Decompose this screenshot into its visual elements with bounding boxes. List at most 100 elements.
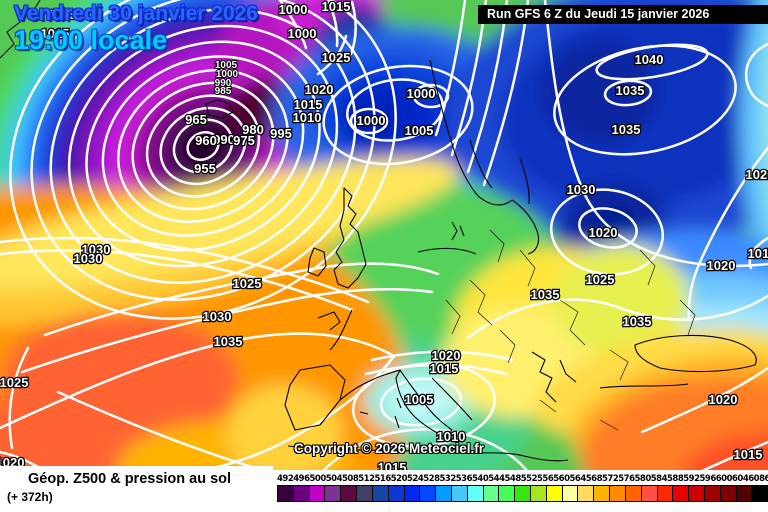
scale-tick-label: 520: [390, 474, 408, 484]
pressure-label: 990: [213, 132, 235, 147]
scale-tick-label: 492: [277, 474, 294, 484]
pressure-label: 1005: [405, 123, 434, 138]
copyright-label: Copyright © 2026 Meteociel.fr: [294, 441, 484, 456]
scale-cell: [483, 486, 500, 501]
pressure-label: 960: [195, 133, 217, 148]
scale-tick-label: 552: [520, 474, 538, 484]
scale-cell: [625, 486, 642, 501]
pressure-label: 1015: [41, 26, 70, 41]
scale-cell: [531, 486, 547, 501]
scale-tick-label: 584: [650, 474, 668, 484]
scale-tick-label: 508: [342, 474, 359, 484]
scale-cell: [578, 486, 595, 501]
pressure-label: 1020: [305, 82, 334, 97]
scale-tick-label: 608: [748, 474, 765, 484]
scale-tick-label: 500: [309, 474, 327, 484]
scale-cell: [451, 486, 468, 501]
pressure-label: 1015: [378, 460, 407, 470]
pressure-label: 1005: [48, 7, 77, 22]
pressure-label: 1040: [635, 52, 664, 67]
scale-tick-label: 560: [553, 474, 570, 484]
pressure-label: 1000: [288, 26, 317, 41]
scale-cell: [499, 486, 516, 501]
scale-cell: [689, 486, 705, 501]
scale-tick-label: 544: [488, 474, 505, 484]
pressure-label: 1030: [74, 251, 103, 266]
pressure-label: 990: [215, 78, 232, 89]
pressure-label: 1030: [567, 182, 596, 197]
pressure-label: 1015: [430, 361, 459, 376]
scale-cell: [562, 486, 579, 501]
scale-tick-label: 496: [293, 474, 310, 484]
scale-cell: [404, 486, 421, 501]
scale-cell: [720, 486, 737, 501]
scale-tick-label: 592: [683, 474, 700, 484]
scale-cell: [657, 486, 674, 501]
color-scale: 492 496 500 504 508 512 516 520 524 528 532 536 540 5…: [277, 474, 768, 502]
scale-tick-label: 528: [423, 474, 440, 484]
scale-cell: [467, 486, 484, 501]
pressure-label: 980: [242, 122, 264, 137]
valid-date-overlay: Vendredi 30 janvier 2026 19:00 locale: [14, 2, 258, 54]
scale-tick-label: 600: [715, 474, 733, 484]
scale-tick-label: 572: [602, 474, 619, 484]
scale-cell: [641, 486, 658, 501]
scale-cell: [704, 486, 721, 501]
pressure-label: 1035: [612, 122, 641, 137]
pressure-label: 1035: [531, 287, 560, 302]
scale-cell: [341, 486, 358, 501]
scale-tick-label: 536: [455, 474, 473, 484]
pressure-label: 1015: [734, 447, 763, 462]
scale-cell: [420, 486, 437, 501]
pressure-label: 1020: [589, 225, 618, 240]
pressure-label: 1020: [707, 258, 736, 273]
pressure-label: 1025: [233, 276, 262, 291]
pressure-label: 1035: [616, 83, 645, 98]
pressure-label: 1000: [216, 69, 239, 80]
pressure-label: 955: [194, 161, 216, 176]
scale-tick-label: 568: [585, 474, 603, 484]
pressure-label: 1000: [407, 86, 436, 101]
country-borders: [445, 229, 696, 431]
pressure-label: 1020: [746, 167, 768, 182]
pressure-label: 1010: [437, 429, 466, 444]
scale-cell: [752, 486, 768, 501]
valid-date-label: Vendredi 30 janvier 2026: [14, 2, 258, 25]
pressure-label: 1030: [203, 309, 232, 324]
pressure-label: 1005: [215, 60, 238, 71]
scale-tick-label: 588: [667, 474, 684, 484]
scale-cell: [736, 486, 753, 501]
pressure-label: 1025: [322, 50, 351, 65]
pressure-label: 1015: [748, 246, 768, 261]
scale-cell: [278, 486, 294, 501]
scale-cell: [372, 486, 389, 501]
scale-cell: [388, 486, 405, 501]
map-area: 1005 1015 1000 1015 1005 1000 990 985 1000 1025 10…: [0, 0, 768, 470]
pressure-label: 1020: [709, 392, 738, 407]
pressure-label: 1030: [82, 242, 111, 257]
pressure-label: 995: [270, 126, 292, 141]
scale-tick-label: 504: [325, 474, 343, 484]
scale-tick-label: 540: [472, 474, 489, 484]
pressure-label: 1010: [293, 110, 322, 125]
scale-tick-label: 596: [699, 474, 717, 484]
scale-tick-label: 512: [358, 474, 375, 484]
pressure-label: 1035: [214, 334, 243, 349]
legend-box: Géop. Z500 & pression au sol (+ 372h): [0, 466, 273, 512]
legend-title: Géop. Z500 & pression au sol: [28, 471, 232, 487]
coastlines: [0, 0, 757, 462]
scale-cell: [594, 486, 611, 501]
pressure-label: 1025: [0, 375, 28, 390]
scale-tick-label: 564: [569, 474, 587, 484]
pressure-label: 1015: [294, 97, 323, 112]
pressure-label: 1025: [586, 272, 615, 287]
scale-cell: [673, 486, 690, 501]
scale-cell: [610, 486, 626, 501]
scale-tick-label: 556: [537, 474, 554, 484]
scale-cell: [309, 486, 326, 501]
color-scale-tick-labels: 492 496 500 504 508 512 516 520 524 528 532 536 540 5…: [277, 474, 768, 484]
pressure-label: 1020: [432, 348, 461, 363]
